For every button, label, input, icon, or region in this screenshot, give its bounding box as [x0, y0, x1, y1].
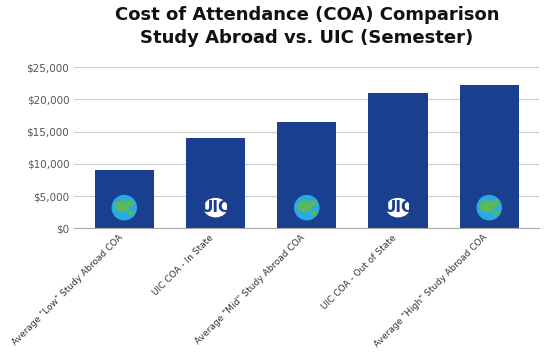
Circle shape [110, 193, 138, 222]
Ellipse shape [480, 201, 494, 212]
Bar [186, 138, 245, 228]
Bar [95, 170, 154, 228]
Ellipse shape [128, 201, 134, 206]
Circle shape [293, 193, 321, 222]
Ellipse shape [298, 201, 312, 212]
Bar [459, 85, 519, 228]
Text: UIC: UIC [384, 200, 413, 215]
Circle shape [475, 193, 504, 222]
Title: Cost of Attendance (COA) Comparison
Study Abroad vs. UIC (Semester): Cost of Attendance (COA) Comparison Stud… [114, 6, 499, 47]
Ellipse shape [387, 198, 409, 217]
Ellipse shape [494, 212, 499, 215]
Ellipse shape [311, 212, 316, 215]
Text: UIC: UIC [201, 200, 230, 215]
Ellipse shape [310, 201, 316, 206]
Bar [277, 122, 336, 228]
Bar [368, 93, 428, 228]
Ellipse shape [493, 201, 499, 206]
Ellipse shape [129, 212, 134, 215]
Ellipse shape [115, 201, 129, 212]
Ellipse shape [204, 198, 227, 217]
